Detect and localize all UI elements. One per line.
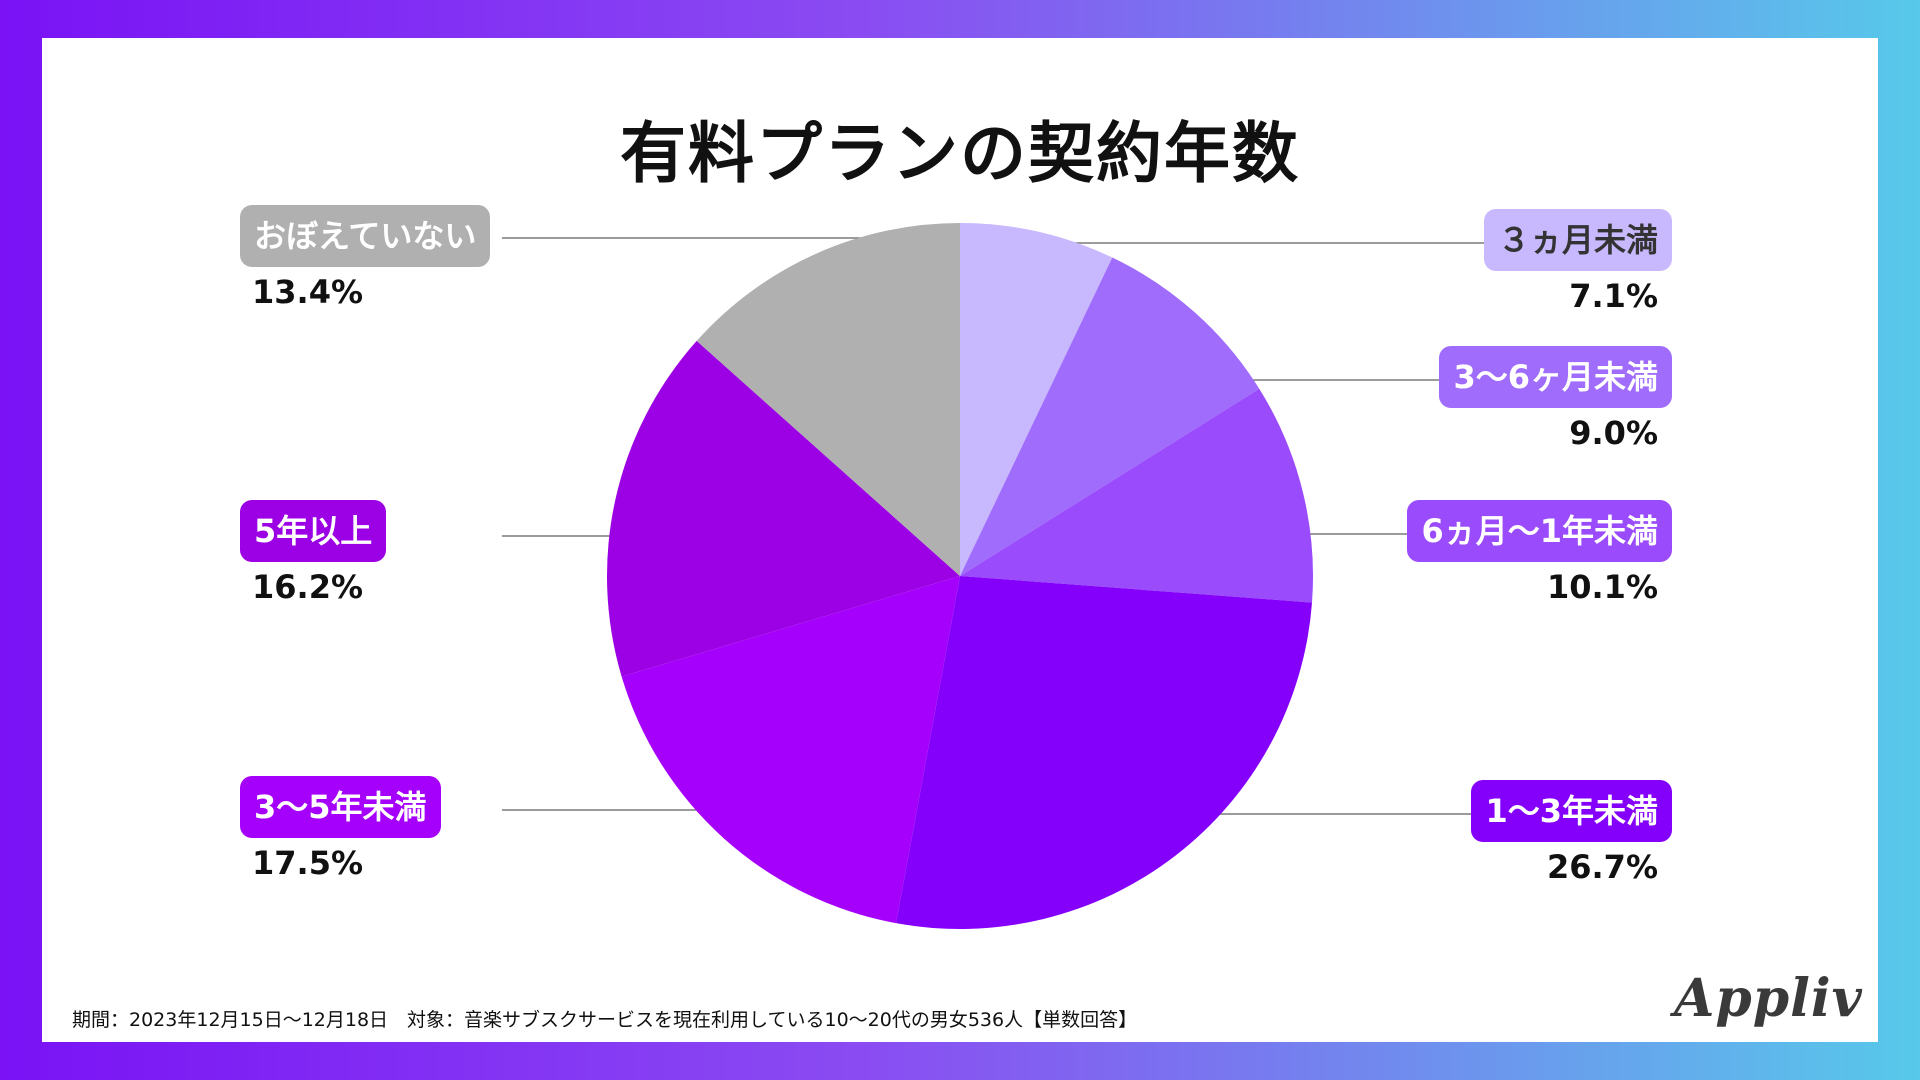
slice-value: 13.4% bbox=[252, 273, 364, 311]
slice-value: 26.7% bbox=[1546, 848, 1658, 886]
pie-slice bbox=[960, 388, 1314, 603]
pie-chart bbox=[502, 223, 1512, 929]
brand-logo: Appliv bbox=[1674, 968, 1863, 1029]
chart-card: 有料プランの契約年数 ３ヵ月未満 7.1% 3〜6ヶ月未満 9.0% 6ヵ月〜1年未満 1… bbox=[42, 38, 1878, 1042]
slice-label: 1〜3年未満 bbox=[1471, 780, 1672, 842]
slice-label: 6ヵ月〜1年未満 bbox=[1407, 500, 1672, 562]
slice-value: 17.5% bbox=[252, 844, 364, 882]
slice-value: 9.0% bbox=[1569, 414, 1658, 452]
slice-label: 3〜5年未満 bbox=[240, 776, 441, 838]
slice-value: 16.2% bbox=[252, 568, 364, 606]
pie-slice bbox=[896, 576, 1312, 929]
slice-value: 7.1% bbox=[1569, 277, 1658, 315]
pie-slice bbox=[621, 576, 960, 924]
chart-title: 有料プランの契約年数 bbox=[620, 115, 1300, 192]
footnote: 期間：2023年12月15日〜12月18日 対象：音楽サブスクサービスを現在利用… bbox=[72, 1009, 1138, 1031]
slice-value: 10.1% bbox=[1546, 568, 1658, 606]
pie-slice bbox=[607, 340, 960, 677]
slice-label: ３ヵ月未満 bbox=[1483, 209, 1672, 271]
slice-label: 5年以上 bbox=[240, 500, 387, 562]
slice-label: 3〜6ヶ月未満 bbox=[1439, 346, 1672, 408]
pie-slice bbox=[960, 257, 1260, 576]
pie-slice bbox=[960, 223, 1113, 576]
pie-slice bbox=[696, 223, 960, 576]
slice-label: おぼえていない bbox=[240, 205, 491, 267]
